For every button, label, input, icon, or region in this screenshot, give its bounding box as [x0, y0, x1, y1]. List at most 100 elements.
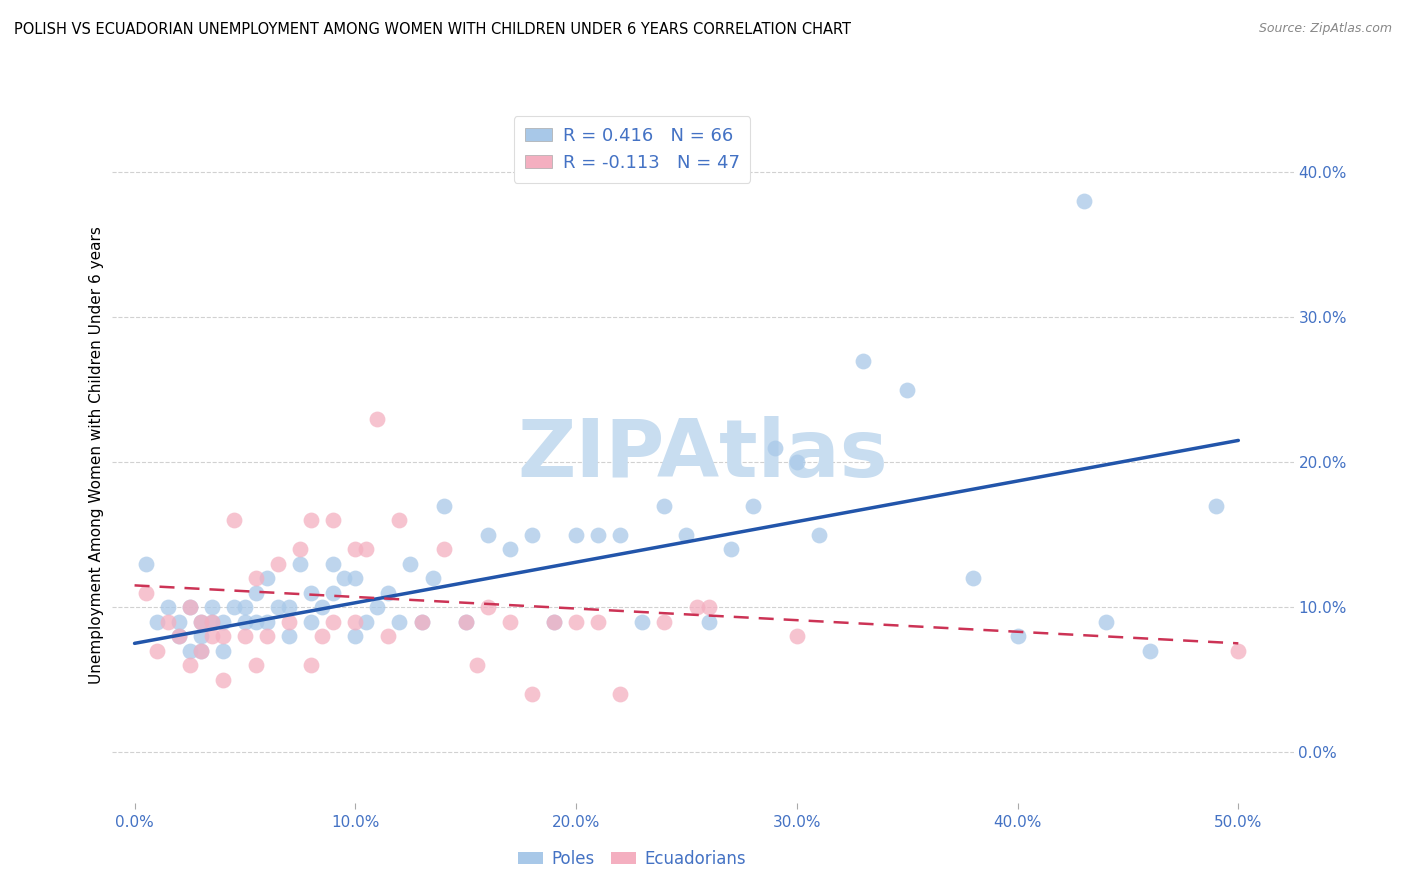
Point — [212, 615, 235, 629]
Point — [245, 658, 267, 673]
Point — [499, 615, 522, 629]
Point — [201, 600, 224, 615]
Point — [543, 615, 565, 629]
Point — [267, 557, 290, 571]
Point — [212, 673, 235, 687]
Point — [299, 615, 322, 629]
Point — [1095, 615, 1118, 629]
Point — [322, 557, 344, 571]
Point — [179, 600, 201, 615]
Point — [520, 527, 543, 541]
Point — [1205, 499, 1227, 513]
Point — [586, 527, 609, 541]
Point — [212, 643, 235, 657]
Point — [278, 600, 301, 615]
Point — [278, 629, 301, 643]
Point — [212, 629, 235, 643]
Point — [344, 542, 367, 557]
Point — [377, 629, 399, 643]
Point — [388, 615, 411, 629]
Point — [288, 542, 311, 557]
Point — [654, 499, 676, 513]
Point — [190, 615, 212, 629]
Point — [201, 615, 224, 629]
Point — [763, 441, 786, 455]
Text: POLISH VS ECUADORIAN UNEMPLOYMENT AMONG WOMEN WITH CHILDREN UNDER 6 YEARS CORREL: POLISH VS ECUADORIAN UNEMPLOYMENT AMONG … — [14, 22, 851, 37]
Point — [256, 615, 278, 629]
Point — [631, 615, 654, 629]
Point — [179, 600, 201, 615]
Point — [411, 615, 433, 629]
Point — [145, 615, 167, 629]
Y-axis label: Unemployment Among Women with Children Under 6 years: Unemployment Among Women with Children U… — [89, 226, 104, 684]
Point — [190, 629, 212, 643]
Point — [222, 600, 245, 615]
Point — [720, 542, 742, 557]
Point — [278, 615, 301, 629]
Point — [807, 527, 830, 541]
Point — [433, 499, 456, 513]
Point — [565, 615, 588, 629]
Point — [675, 527, 697, 541]
Point — [654, 615, 676, 629]
Point — [697, 600, 720, 615]
Point — [543, 615, 565, 629]
Point — [156, 600, 179, 615]
Point — [399, 557, 422, 571]
Point — [686, 600, 709, 615]
Point — [433, 542, 456, 557]
Legend: Poles, Ecuadorians: Poles, Ecuadorians — [512, 843, 752, 874]
Point — [167, 629, 190, 643]
Point — [322, 585, 344, 599]
Point — [344, 629, 367, 643]
Point — [322, 513, 344, 527]
Point — [344, 615, 367, 629]
Point — [233, 629, 256, 643]
Point — [190, 643, 212, 657]
Point — [366, 600, 388, 615]
Point — [411, 615, 433, 629]
Point — [311, 600, 333, 615]
Point — [356, 542, 378, 557]
Point — [167, 615, 190, 629]
Point — [135, 585, 157, 599]
Point — [520, 687, 543, 701]
Point — [333, 571, 356, 585]
Point — [962, 571, 984, 585]
Point — [565, 527, 588, 541]
Point — [586, 615, 609, 629]
Point — [1073, 194, 1095, 209]
Point — [465, 658, 488, 673]
Point — [852, 353, 875, 368]
Point — [422, 571, 444, 585]
Point — [356, 615, 378, 629]
Point — [499, 542, 522, 557]
Point — [366, 411, 388, 425]
Point — [201, 615, 224, 629]
Point — [322, 615, 344, 629]
Point — [245, 615, 267, 629]
Point — [245, 585, 267, 599]
Point — [477, 600, 499, 615]
Point — [1227, 643, 1250, 657]
Point — [222, 513, 245, 527]
Point — [454, 615, 477, 629]
Point — [167, 629, 190, 643]
Point — [299, 658, 322, 673]
Point — [135, 557, 157, 571]
Point — [245, 571, 267, 585]
Point — [477, 527, 499, 541]
Point — [388, 513, 411, 527]
Point — [233, 600, 256, 615]
Point — [311, 629, 333, 643]
Point — [179, 643, 201, 657]
Point — [190, 615, 212, 629]
Point — [201, 629, 224, 643]
Point — [786, 455, 808, 469]
Point — [299, 585, 322, 599]
Point — [145, 643, 167, 657]
Point — [377, 585, 399, 599]
Point — [454, 615, 477, 629]
Point — [786, 629, 808, 643]
Point — [697, 615, 720, 629]
